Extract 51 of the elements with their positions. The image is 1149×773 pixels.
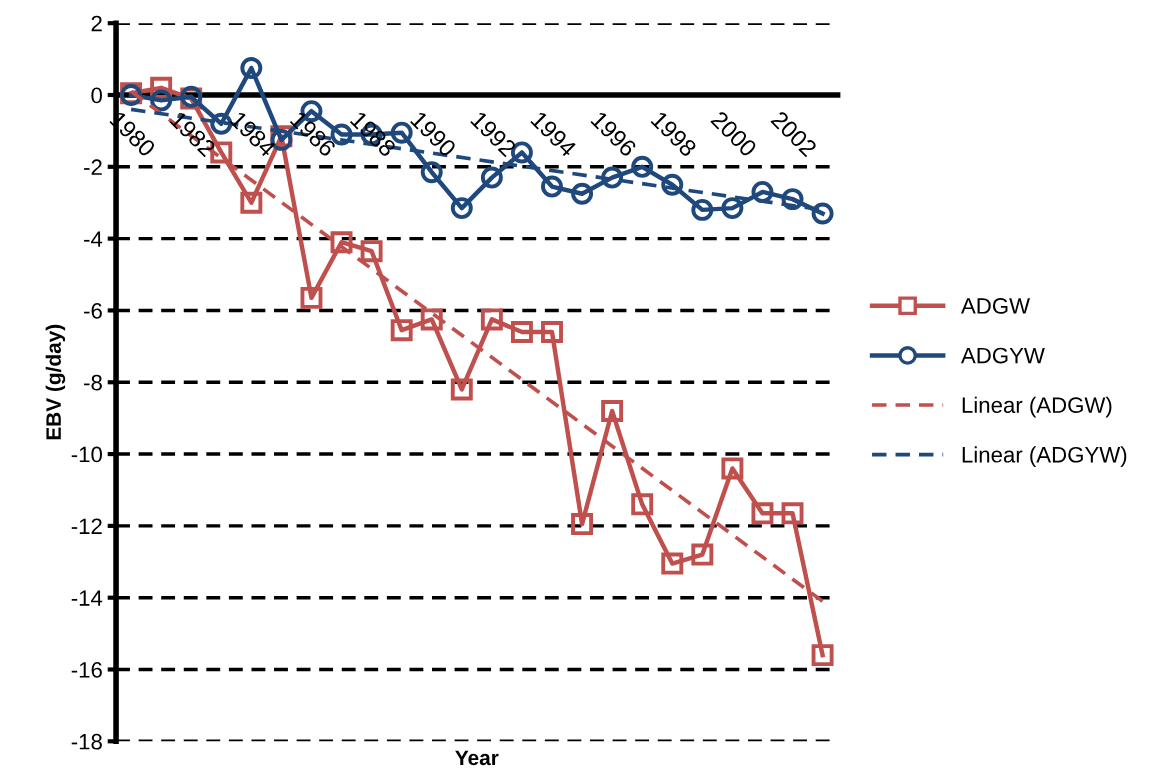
legend-label: ADGW — [960, 298, 1030, 314]
point — [450, 378, 473, 401]
point — [150, 89, 173, 112]
y-tick-label: -4 — [84, 231, 103, 247]
legend-label: Linear (ADGYW) — [962, 446, 1127, 467]
point — [631, 493, 654, 516]
point — [721, 197, 744, 220]
point — [751, 180, 774, 203]
point — [571, 182, 594, 205]
point — [510, 321, 533, 343]
point — [721, 457, 744, 480]
point — [240, 57, 263, 80]
legend-label: ADGYW — [960, 347, 1045, 364]
point — [480, 166, 503, 189]
y-tick-label: -14 — [71, 590, 103, 606]
point — [811, 202, 834, 225]
y-tick-label: 2 — [91, 15, 102, 32]
point — [781, 502, 804, 525]
y-tick-label: -8 — [84, 374, 102, 391]
point — [240, 191, 263, 214]
point — [601, 166, 624, 189]
point — [661, 552, 684, 575]
point — [420, 308, 443, 331]
y-tick-label: -6 — [84, 302, 102, 319]
point — [541, 175, 563, 198]
point — [811, 644, 834, 667]
point — [420, 161, 443, 184]
y-tick-label: -2 — [84, 159, 102, 175]
y-tick-label: -16 — [71, 662, 102, 678]
y-tick-label: -10 — [71, 446, 102, 463]
legend-label: Linear (ADGW) — [962, 396, 1112, 418]
point — [480, 308, 503, 331]
y-axis-title: EBV (g/day) — [45, 324, 66, 440]
point — [601, 400, 624, 422]
point — [541, 321, 563, 343]
point — [751, 502, 774, 525]
point — [360, 240, 383, 263]
point — [781, 188, 804, 211]
y-tick-label: -12 — [71, 518, 102, 534]
point — [661, 173, 684, 196]
point — [330, 231, 353, 254]
point — [300, 286, 323, 309]
y-tick-label: 0 — [91, 87, 102, 104]
point — [691, 198, 714, 221]
point — [390, 319, 413, 342]
point — [450, 197, 473, 220]
y-tick-label: -18 — [71, 733, 102, 750]
point — [571, 513, 594, 536]
point — [691, 543, 714, 566]
point — [631, 155, 654, 178]
x-axis-title: Year — [455, 750, 499, 766]
